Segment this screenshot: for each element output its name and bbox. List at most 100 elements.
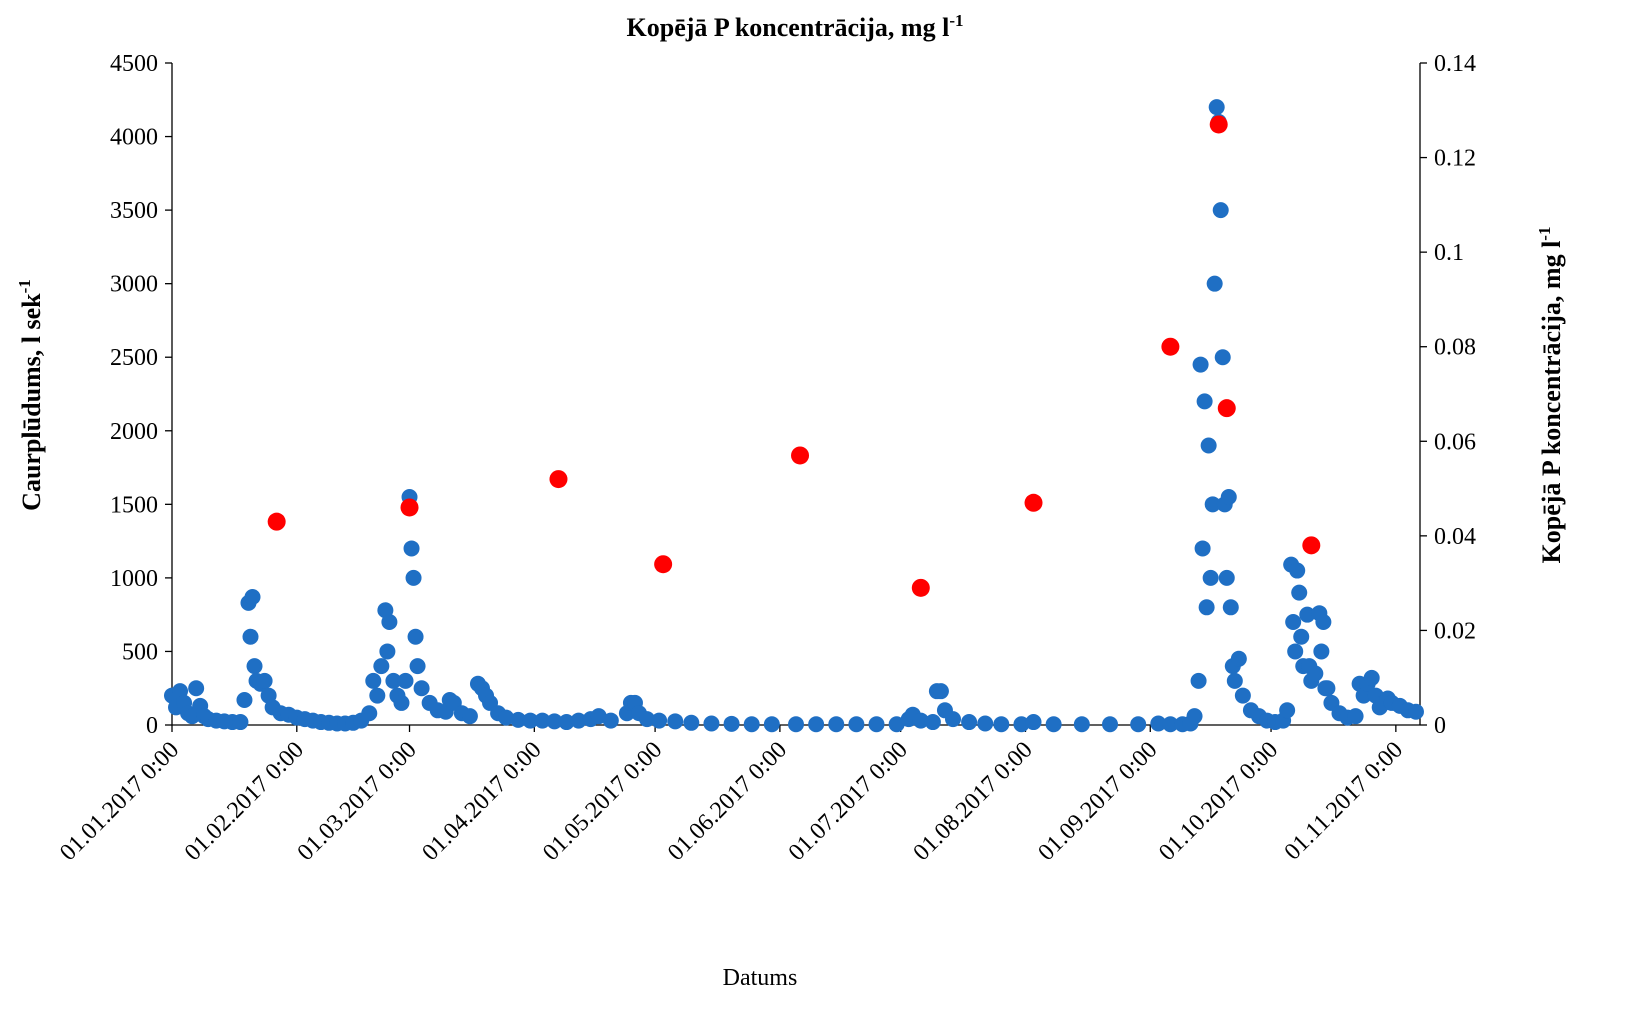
y-axis-title: Caurplūdums, l sek-1 [15, 279, 46, 511]
point [1279, 702, 1296, 719]
point [1204, 496, 1221, 513]
y-tick-label: 1000 [110, 566, 158, 592]
y-tick-label: 1500 [110, 492, 158, 518]
point [407, 628, 424, 645]
point [828, 716, 845, 733]
point [683, 714, 700, 731]
x-tick-label: 01.05.2017 0:00 [538, 737, 667, 866]
point [246, 658, 263, 675]
point [1206, 275, 1223, 292]
y2-tick-label: 0.06 [1434, 429, 1476, 455]
point [848, 716, 865, 733]
point [546, 713, 563, 730]
point [654, 555, 673, 574]
point [397, 672, 414, 689]
point [236, 691, 253, 708]
x-tick-label: 01.06.2017 0:00 [663, 737, 792, 866]
point [924, 714, 941, 731]
point [1319, 680, 1336, 697]
point [1299, 606, 1316, 623]
point [743, 716, 760, 733]
y-tick-label: 4500 [110, 51, 158, 77]
point [1024, 493, 1043, 512]
point [1198, 599, 1215, 616]
point [993, 716, 1010, 733]
point [888, 716, 905, 733]
point [365, 672, 382, 689]
y-tick-label: 2500 [110, 345, 158, 371]
point [558, 714, 575, 731]
point [1220, 488, 1237, 505]
point [868, 716, 885, 733]
x-tick-label: 01.09.2017 0:00 [1033, 737, 1162, 866]
y2-label-text: Kopējā P koncentrācija, mg l [1537, 241, 1566, 564]
point [1209, 115, 1228, 134]
y2-tick-label: 0.02 [1434, 618, 1476, 644]
x-tick-label: 01.04.2017 0:00 [417, 737, 546, 866]
point [1293, 628, 1310, 645]
point [1208, 99, 1225, 116]
point [1025, 714, 1042, 731]
point [1196, 393, 1213, 410]
title-sup: -1 [949, 11, 963, 30]
point [1194, 540, 1211, 557]
point [1230, 650, 1247, 667]
point [461, 708, 478, 725]
point [1045, 716, 1062, 733]
x-tick-label: 01.11.2017 0:00 [1280, 737, 1409, 866]
point [590, 708, 607, 725]
chart-title: Kopējā P koncentrācija, mg l-1 [627, 11, 964, 42]
point [1162, 716, 1179, 733]
point [498, 709, 515, 726]
point [385, 672, 402, 689]
y-tick-label: 3500 [110, 198, 158, 224]
point [409, 658, 426, 675]
y2-tick-label: 0 [1434, 713, 1446, 739]
point [400, 498, 419, 517]
point [788, 716, 804, 733]
x-tick-label: 01.08.2017 0:00 [909, 737, 1038, 866]
x-tick-label: 01.03.2017 0:00 [293, 737, 422, 866]
point [791, 446, 810, 465]
point [1226, 672, 1243, 689]
point [1287, 643, 1304, 660]
point [393, 694, 410, 711]
point [267, 512, 286, 531]
x-axis-title: Datums [723, 965, 798, 991]
point [602, 712, 619, 729]
point [1130, 716, 1147, 733]
point [1363, 669, 1380, 686]
point [549, 470, 568, 489]
x-tick-label: 01.01.2017 0:00 [55, 737, 184, 866]
point [1291, 584, 1308, 601]
point [244, 589, 261, 606]
point [639, 711, 656, 728]
point [522, 712, 539, 729]
y2-tick-label: 0.1 [1434, 240, 1464, 266]
y2-tick-label: 0.14 [1434, 51, 1476, 77]
point [256, 672, 273, 689]
point [1217, 399, 1236, 418]
point [1073, 716, 1090, 733]
point [1186, 708, 1203, 725]
point [1212, 202, 1229, 219]
y2-tick-label: 0.08 [1434, 335, 1476, 361]
point [1302, 536, 1321, 555]
point [703, 715, 720, 732]
point [1190, 672, 1207, 689]
point [1214, 349, 1231, 366]
point [188, 680, 205, 697]
y-label-text: Caurplūdums, l sek [17, 293, 46, 511]
point [808, 716, 825, 733]
point [1234, 687, 1251, 704]
point [405, 569, 422, 586]
point [534, 712, 551, 729]
point [1289, 562, 1306, 579]
point [369, 687, 386, 704]
point [379, 643, 396, 660]
y-tick-label: 4000 [110, 125, 158, 151]
point [1218, 569, 1235, 586]
y2-axis-title: Kopējā P koncentrācija, mg l-1 [1535, 227, 1566, 564]
point [911, 578, 930, 597]
point [1313, 643, 1330, 660]
